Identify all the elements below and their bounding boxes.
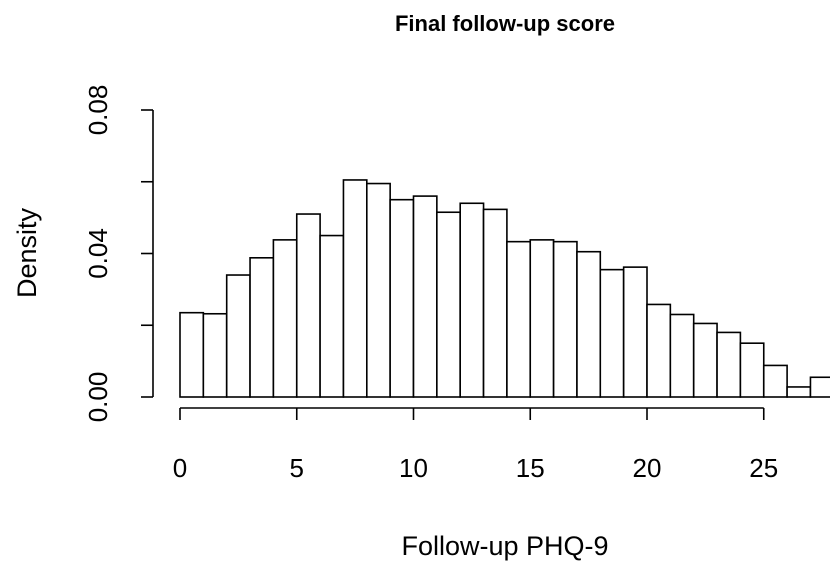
- histogram-bar-12: [459, 202, 485, 398]
- x-tick-label-4: 20: [633, 453, 662, 483]
- x-tick-label-1: 5: [290, 453, 304, 483]
- histogram-bar-26: [786, 386, 812, 398]
- histogram-bar-8: [365, 182, 391, 398]
- histogram-bar-16: [552, 240, 578, 398]
- histogram-bar-13: [482, 208, 508, 398]
- histogram-bar-21: [669, 313, 695, 398]
- y-axis-label: Density: [12, 207, 42, 298]
- histogram-bar-7: [342, 179, 368, 398]
- x-tick-label-3: 15: [516, 453, 545, 483]
- x-axis: 0 5 10 15 20 25: [173, 407, 778, 483]
- x-tick-label-0: 0: [173, 453, 187, 483]
- histogram-bar-27: [809, 376, 830, 398]
- histogram-bar-19: [622, 266, 648, 398]
- histogram-bar-14: [506, 240, 532, 398]
- histogram-bar-6: [319, 234, 345, 398]
- histogram-bar-4: [272, 239, 298, 398]
- histogram-bar-9: [389, 198, 415, 398]
- x-axis-label: Follow-up PHQ-9: [401, 531, 608, 561]
- histogram-bar-22: [692, 322, 718, 398]
- x-tick-label-2: 10: [399, 453, 428, 483]
- histogram-bar-0: [179, 311, 205, 398]
- histogram-bar-17: [576, 250, 602, 398]
- histogram-bar-11: [436, 211, 462, 398]
- y-tick-label-0: 0.00: [83, 372, 113, 423]
- histogram-bar-10: [412, 195, 438, 398]
- histogram-bar-3: [249, 257, 275, 398]
- histogram-bar-5: [295, 213, 321, 398]
- histogram-bar-24: [739, 342, 765, 398]
- histogram-bar-25: [762, 364, 788, 398]
- y-tick-label-4: 0.08: [83, 85, 113, 136]
- histogram-bar-20: [646, 303, 672, 398]
- histogram-bar-18: [599, 268, 625, 398]
- chart-title: Final follow-up score: [395, 11, 615, 36]
- histogram-bar-23: [716, 331, 742, 398]
- x-tick-label-5: 25: [749, 453, 778, 483]
- y-tick-label-2: 0.04: [83, 228, 113, 279]
- histogram-bar-2: [225, 274, 251, 398]
- histogram-bar-15: [529, 239, 555, 398]
- y-axis: 0.00 0.04 0.08: [83, 85, 154, 423]
- histogram-bars: [179, 179, 830, 398]
- histogram-bar-1: [202, 312, 228, 398]
